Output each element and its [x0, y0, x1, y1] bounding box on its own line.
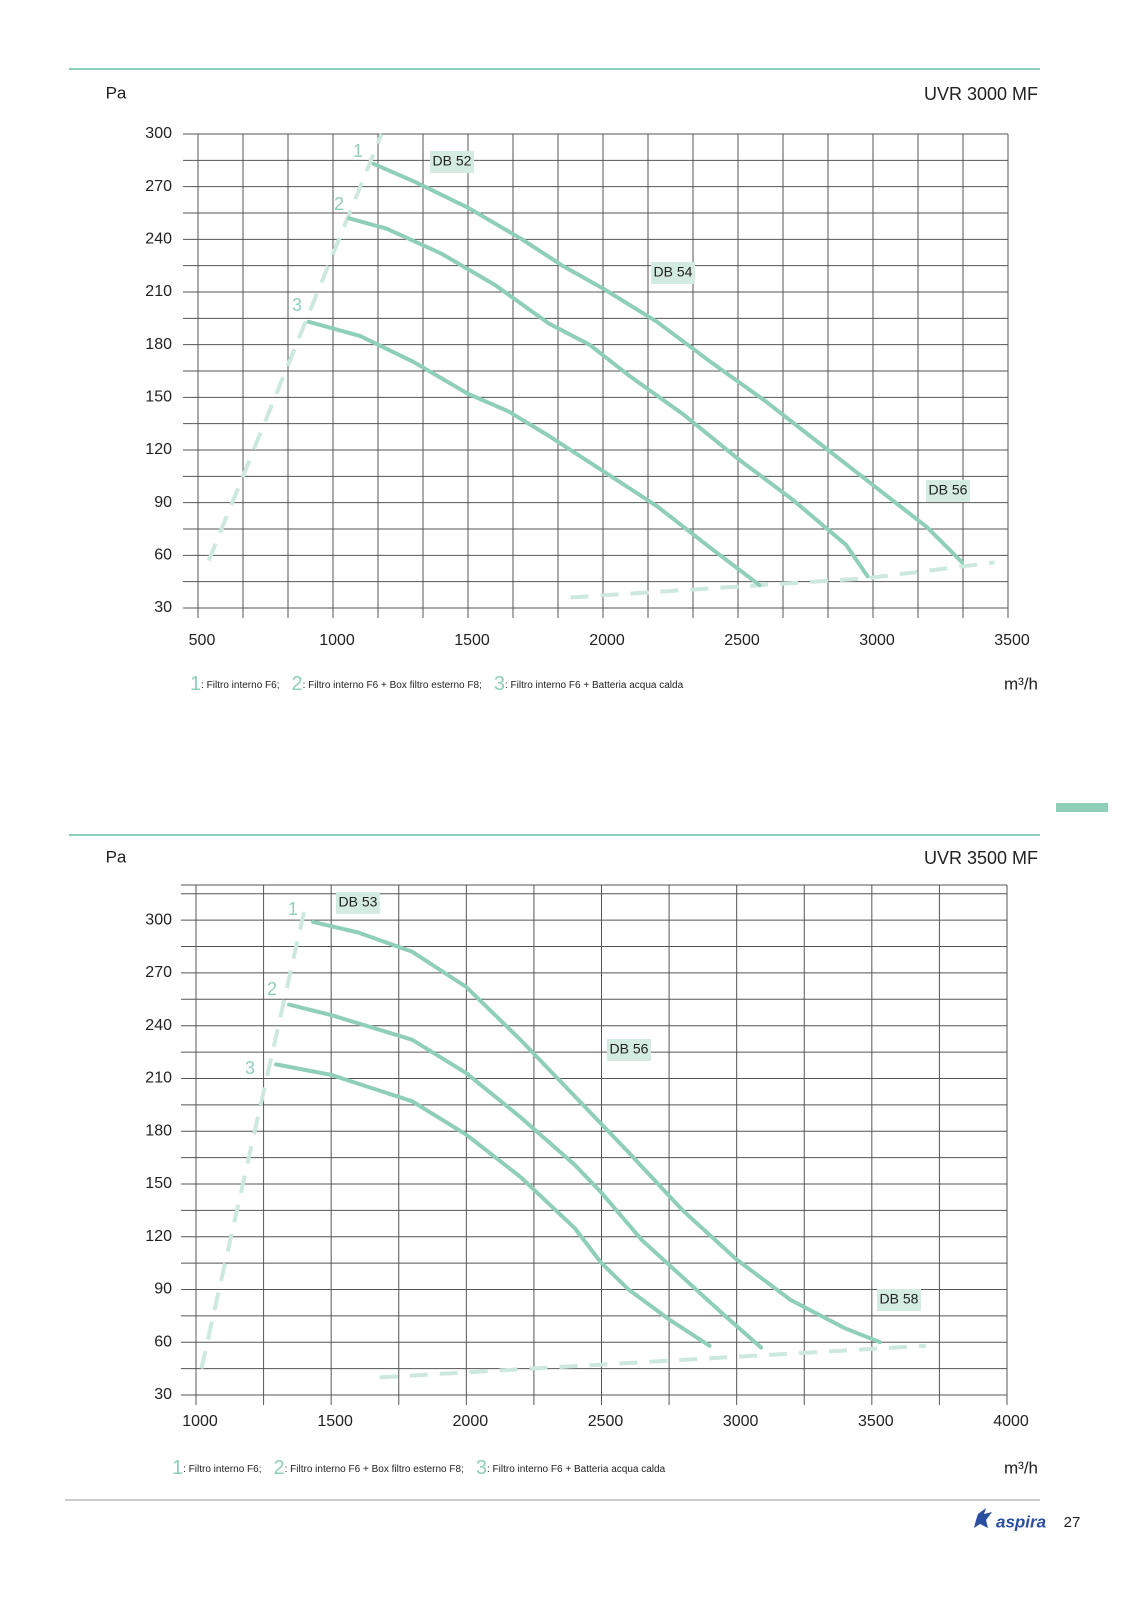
curve-number: 3	[292, 295, 302, 315]
y-tick-label: 90	[154, 494, 172, 511]
annotation-box	[430, 151, 474, 173]
y-tick-label: 120	[145, 441, 172, 458]
chart-title: UVR 3500 MF	[924, 848, 1038, 868]
annotation: DB 56	[929, 482, 968, 498]
x-tick-label: 2000	[453, 1413, 489, 1430]
legend-number: 3	[476, 1457, 487, 1479]
x-tick-label: 500	[189, 632, 216, 649]
legend-text: : Filtro interno F6 + Batteria acqua cal…	[505, 680, 684, 691]
annotation: DB 56	[610, 1041, 649, 1057]
x-axis-label: m³/h	[1004, 674, 1038, 693]
curve	[274, 1062, 712, 1348]
y-tick-label: 270	[145, 178, 172, 195]
legend-number: 2	[291, 673, 302, 695]
legend-number: 1	[190, 673, 201, 695]
legend-number: 1	[172, 1457, 183, 1479]
annotation-box	[877, 1289, 921, 1311]
brand: aspira	[996, 1512, 1046, 1531]
x-tick-label: 3500	[858, 1413, 894, 1430]
limit-line	[570, 560, 995, 600]
curve	[311, 919, 882, 1345]
curve	[371, 161, 965, 565]
y-tick-label: 300	[145, 911, 172, 928]
y-tick-label: 150	[145, 389, 172, 406]
limit-line	[206, 133, 384, 562]
x-tick-label: 3000	[723, 1413, 759, 1430]
legend-number: 3	[494, 673, 505, 695]
limit-line	[199, 910, 307, 1370]
x-tick-label: 2000	[589, 632, 625, 649]
annotation-box	[651, 262, 695, 284]
legend-number: 2	[273, 1457, 284, 1479]
y-tick-label: 120	[145, 1228, 172, 1245]
x-tick-label: 3500	[994, 632, 1030, 649]
annotation: DB 54	[654, 264, 693, 280]
x-tick-label: 1000	[319, 632, 355, 649]
page-number: 27	[1064, 1514, 1081, 1531]
x-tick-label: 1000	[182, 1413, 218, 1430]
y-tick-label: 300	[145, 125, 172, 142]
curve-number: 3	[245, 1058, 255, 1078]
annotation-box	[336, 892, 380, 914]
y-tick-label: 60	[154, 547, 172, 564]
y-tick-label: 270	[145, 964, 172, 981]
x-tick-label: 1500	[317, 1413, 353, 1430]
side-tab	[1056, 803, 1108, 812]
curve-number: 1	[288, 899, 298, 919]
legend-text: : Filtro interno F6 + Batteria acqua cal…	[487, 1464, 666, 1475]
x-tick-label: 2500	[724, 632, 760, 649]
curve-number: 1	[353, 141, 363, 161]
legend-text: : Filtro interno F6 + Box filtro esterno…	[285, 1464, 464, 1475]
annotation-box	[926, 480, 970, 502]
y-tick-label: 30	[154, 1386, 172, 1403]
annotation: DB 52	[433, 153, 472, 169]
y-tick-label: 180	[145, 336, 172, 353]
legend-text: : Filtro interno F6 + Box filtro esterno…	[303, 680, 482, 691]
y-tick-label: 90	[154, 1281, 172, 1298]
y-tick-label: 240	[145, 1017, 172, 1034]
legend-text: : Filtro interno F6;	[201, 680, 279, 691]
y-axis-label: Pa	[106, 83, 127, 102]
chart-title: UVR 3000 MF	[924, 84, 1038, 104]
y-tick-label: 210	[145, 283, 172, 300]
x-tick-label: 4000	[993, 1413, 1029, 1430]
x-axis-label: m³/h	[1004, 1458, 1038, 1477]
y-tick-label: 180	[145, 1122, 172, 1139]
curve	[306, 319, 762, 588]
y-axis-label: Pa	[106, 847, 127, 866]
y-tick-label: 60	[154, 1333, 172, 1350]
annotation: DB 53	[339, 894, 378, 910]
curve-number: 2	[334, 194, 344, 214]
y-tick-label: 240	[145, 231, 172, 248]
x-tick-label: 2500	[588, 1413, 624, 1430]
limit-line	[379, 1343, 927, 1380]
y-tick-label: 210	[145, 1070, 172, 1087]
legend: 1: Filtro interno F6; 2: Filtro interno F…	[172, 1457, 666, 1479]
logo-icon	[974, 1508, 992, 1528]
curve-number: 2	[267, 979, 277, 999]
y-tick-label: 150	[145, 1175, 172, 1192]
y-tick-label: 30	[154, 599, 172, 616]
annotation: DB 58	[880, 1291, 919, 1307]
x-tick-label: 1500	[454, 632, 490, 649]
curve	[347, 216, 870, 579]
legend-text: : Filtro interno F6;	[183, 1464, 261, 1475]
legend: 1: Filtro interno F6; 2: Filtro interno F…	[190, 673, 684, 695]
curve	[287, 1002, 763, 1350]
x-tick-label: 3000	[859, 632, 895, 649]
annotation-box	[607, 1039, 651, 1061]
